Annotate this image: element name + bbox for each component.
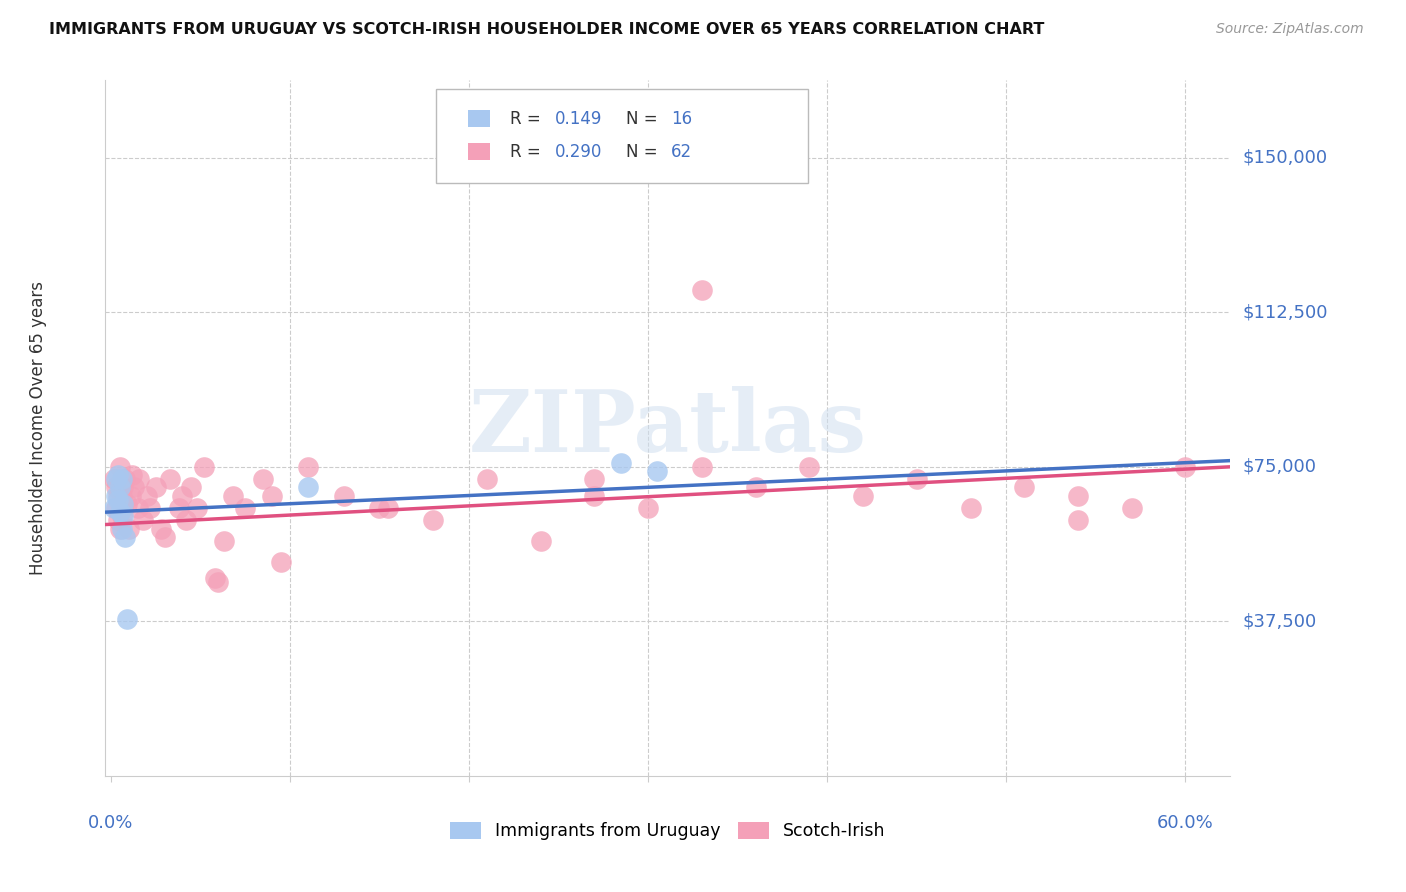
- Point: [139, 501, 162, 516]
- Point: [105, 489, 128, 503]
- Point: [108, 480, 131, 494]
- Text: 60.0%: 60.0%: [1157, 814, 1213, 832]
- Point: [132, 513, 155, 527]
- Point: [180, 480, 202, 494]
- Point: [159, 472, 181, 486]
- Point: [377, 501, 399, 516]
- Point: [610, 456, 633, 470]
- Point: [212, 534, 235, 549]
- Point: [959, 501, 981, 516]
- Point: [583, 472, 606, 486]
- Point: [905, 472, 928, 486]
- Point: [690, 283, 713, 297]
- Point: [852, 489, 875, 503]
- Point: [193, 459, 215, 474]
- Point: [115, 497, 138, 511]
- Point: [114, 530, 136, 544]
- Point: [112, 501, 135, 516]
- Point: [270, 555, 292, 569]
- Point: [149, 522, 172, 536]
- Point: [744, 480, 766, 494]
- Text: $112,500: $112,500: [1243, 303, 1329, 321]
- Text: Householder Income Over 65 years: Householder Income Over 65 years: [30, 281, 46, 575]
- Point: [108, 459, 131, 474]
- Text: $37,500: $37,500: [1243, 613, 1317, 631]
- Point: [1121, 501, 1143, 516]
- Text: 0.149: 0.149: [555, 110, 603, 128]
- Point: [112, 497, 135, 511]
- Point: [637, 501, 659, 516]
- Text: Source: ZipAtlas.com: Source: ZipAtlas.com: [1216, 22, 1364, 37]
- Point: [107, 492, 129, 507]
- Point: [645, 464, 668, 478]
- Point: [110, 522, 132, 536]
- Text: 0.0%: 0.0%: [89, 814, 134, 832]
- Point: [105, 480, 128, 494]
- Point: [115, 612, 138, 626]
- Point: [112, 509, 135, 524]
- Point: [221, 489, 243, 503]
- Point: [110, 489, 132, 503]
- Text: N =: N =: [626, 110, 662, 128]
- Text: N =: N =: [626, 143, 662, 161]
- Point: [174, 513, 197, 527]
- Text: ZIPatlas: ZIPatlas: [468, 386, 868, 470]
- Text: 16: 16: [671, 110, 692, 128]
- Point: [105, 472, 128, 486]
- Point: [114, 472, 136, 486]
- Point: [186, 501, 208, 516]
- Point: [204, 571, 226, 585]
- Point: [108, 505, 131, 519]
- Point: [297, 480, 319, 494]
- Point: [233, 501, 256, 516]
- Point: [112, 480, 135, 494]
- Point: [172, 489, 194, 503]
- Point: [107, 513, 129, 527]
- Point: [103, 501, 125, 516]
- Point: [368, 501, 391, 516]
- Point: [118, 522, 141, 536]
- Text: R =: R =: [510, 143, 547, 161]
- Point: [1067, 489, 1090, 503]
- Text: 0.290: 0.290: [555, 143, 603, 161]
- Point: [110, 472, 132, 486]
- Point: [530, 534, 553, 549]
- Text: 62: 62: [671, 143, 692, 161]
- Point: [1067, 513, 1090, 527]
- Point: [475, 472, 498, 486]
- Point: [260, 489, 283, 503]
- Point: [121, 468, 143, 483]
- Text: $75,000: $75,000: [1243, 458, 1317, 475]
- Point: [153, 530, 176, 544]
- Point: [122, 480, 145, 494]
- Point: [422, 513, 444, 527]
- Text: IMMIGRANTS FROM URUGUAY VS SCOTCH-IRISH HOUSEHOLDER INCOME OVER 65 YEARS CORRELA: IMMIGRANTS FROM URUGUAY VS SCOTCH-IRISH …: [49, 22, 1045, 37]
- Point: [332, 489, 354, 503]
- Text: R =: R =: [510, 110, 547, 128]
- Point: [128, 472, 150, 486]
- Point: [799, 459, 821, 474]
- Point: [1014, 480, 1036, 494]
- Point: [583, 489, 606, 503]
- Legend: Immigrants from Uruguay, Scotch-Irish: Immigrants from Uruguay, Scotch-Irish: [443, 814, 893, 847]
- Point: [107, 489, 129, 503]
- Point: [167, 501, 190, 516]
- Point: [207, 575, 229, 590]
- Point: [135, 489, 157, 503]
- Point: [1174, 459, 1197, 474]
- Point: [690, 459, 713, 474]
- Text: $150,000: $150,000: [1243, 149, 1327, 167]
- Point: [297, 459, 319, 474]
- Point: [103, 472, 125, 486]
- Point: [107, 468, 129, 483]
- Point: [110, 509, 132, 524]
- Point: [145, 480, 167, 494]
- Point: [108, 522, 131, 536]
- Point: [105, 501, 128, 516]
- Point: [127, 501, 149, 516]
- Point: [120, 489, 142, 503]
- Point: [252, 472, 274, 486]
